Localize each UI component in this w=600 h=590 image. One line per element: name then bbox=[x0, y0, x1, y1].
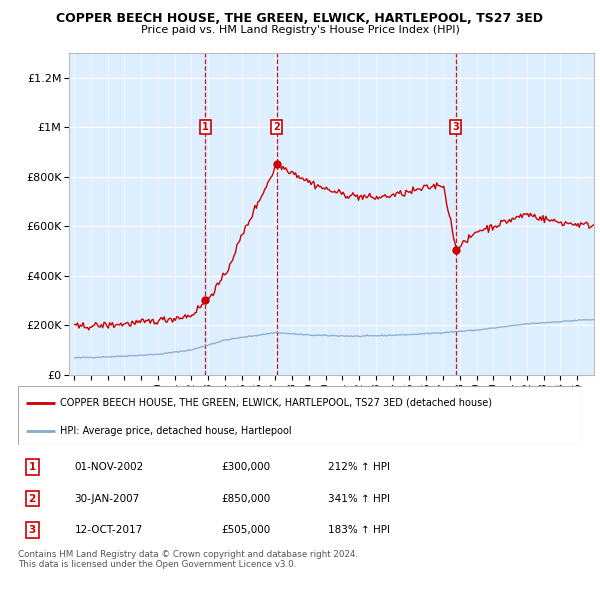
Text: 2: 2 bbox=[28, 494, 36, 503]
Text: £505,000: £505,000 bbox=[221, 525, 270, 535]
Text: HPI: Average price, detached house, Hartlepool: HPI: Average price, detached house, Hart… bbox=[60, 426, 292, 435]
Text: 212% ↑ HPI: 212% ↑ HPI bbox=[328, 463, 390, 473]
Text: 341% ↑ HPI: 341% ↑ HPI bbox=[328, 494, 390, 503]
Text: Contains HM Land Registry data © Crown copyright and database right 2024.
This d: Contains HM Land Registry data © Crown c… bbox=[18, 550, 358, 569]
Text: 183% ↑ HPI: 183% ↑ HPI bbox=[328, 525, 390, 535]
Text: COPPER BEECH HOUSE, THE GREEN, ELWICK, HARTLEPOOL, TS27 3ED: COPPER BEECH HOUSE, THE GREEN, ELWICK, H… bbox=[56, 12, 544, 25]
Text: 1: 1 bbox=[202, 122, 209, 132]
Text: 30-JAN-2007: 30-JAN-2007 bbox=[74, 494, 140, 503]
Text: Price paid vs. HM Land Registry's House Price Index (HPI): Price paid vs. HM Land Registry's House … bbox=[140, 25, 460, 35]
Text: 2: 2 bbox=[274, 122, 280, 132]
Text: £850,000: £850,000 bbox=[221, 494, 270, 503]
Text: 3: 3 bbox=[452, 122, 459, 132]
Text: COPPER BEECH HOUSE, THE GREEN, ELWICK, HARTLEPOOL, TS27 3ED (detached house): COPPER BEECH HOUSE, THE GREEN, ELWICK, H… bbox=[60, 398, 493, 408]
Text: £300,000: £300,000 bbox=[221, 463, 270, 473]
Text: 1: 1 bbox=[28, 463, 36, 473]
Text: 01-NOV-2002: 01-NOV-2002 bbox=[74, 463, 143, 473]
Text: 12-OCT-2017: 12-OCT-2017 bbox=[74, 525, 143, 535]
Text: 3: 3 bbox=[28, 525, 36, 535]
